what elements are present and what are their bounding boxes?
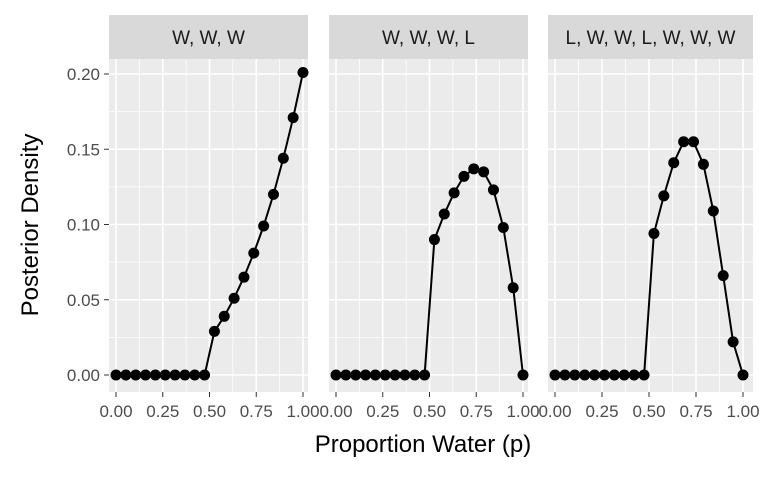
facet-strip: [329, 15, 528, 59]
data-point: [189, 369, 201, 381]
x-tick-label: 1.00: [506, 402, 539, 421]
data-point: [579, 369, 591, 381]
x-tick-label: 0.75: [240, 402, 273, 421]
data-point: [737, 369, 749, 381]
x-tick-label: 0.00: [538, 402, 571, 421]
panel-background: [109, 59, 308, 392]
data-point: [458, 170, 470, 182]
x-tick-label: 0.75: [460, 402, 493, 421]
facet-panel: L, W, W, L, W, W, W 0.00 0.25 0.50 0.75 1.00: [538, 15, 760, 421]
data-point: [149, 369, 161, 381]
data-point: [287, 112, 299, 124]
data-point: [360, 369, 372, 381]
panel-background: [329, 59, 528, 392]
data-point: [169, 369, 181, 381]
y-tick-label: 0.20: [67, 65, 100, 84]
x-tick-label: 0.75: [679, 402, 712, 421]
data-point: [297, 66, 309, 78]
x-tick-label: 0.25: [585, 402, 618, 421]
y-tick-label: 0.05: [67, 291, 100, 310]
data-point: [350, 369, 362, 381]
data-point: [598, 369, 610, 381]
x-tick-label: 0.25: [146, 402, 179, 421]
data-point: [228, 292, 240, 304]
data-point: [589, 369, 601, 381]
data-point: [238, 271, 250, 283]
data-point: [330, 369, 342, 381]
data-point: [277, 152, 289, 164]
facet-strip-label: W, W, W, L: [382, 28, 475, 49]
data-point: [688, 136, 700, 148]
data-point: [678, 136, 690, 148]
data-point: [638, 369, 650, 381]
y-tick-label: 0.15: [67, 140, 100, 159]
facet-panels: W, W, W 0.00 0.25 0.50 0.75 1.00 W, W, W, L 0.0…: [99, 15, 760, 421]
data-point: [628, 369, 640, 381]
data-point: [668, 157, 680, 169]
data-point: [608, 369, 620, 381]
data-point: [267, 188, 279, 200]
data-point: [389, 369, 401, 381]
data-point: [569, 369, 581, 381]
data-point: [409, 369, 421, 381]
data-point: [438, 208, 450, 220]
data-point: [487, 184, 499, 196]
data-point: [120, 369, 132, 381]
facet-strip-label: W, W, W: [172, 28, 245, 49]
data-point: [179, 369, 191, 381]
data-point: [707, 205, 719, 217]
data-point: [379, 369, 391, 381]
data-point: [448, 187, 460, 199]
x-tick-label: 0.50: [413, 402, 446, 421]
data-point: [648, 228, 660, 240]
facet-panel: W, W, W, L 0.00 0.25 0.50 0.75 1.00: [319, 15, 540, 421]
data-point: [468, 163, 480, 175]
y-axis-title: Posterior Density: [17, 134, 44, 317]
x-tick-label: 1.00: [726, 402, 759, 421]
data-point: [549, 369, 561, 381]
data-point: [618, 369, 630, 381]
x-axis-title: Proportion Water (p): [315, 431, 532, 458]
data-point: [258, 220, 270, 232]
data-point: [697, 158, 709, 170]
data-point: [507, 282, 519, 294]
facet-strip-label: L, W, W, L, W, W, W: [566, 28, 736, 49]
data-point: [497, 222, 509, 234]
data-point: [428, 234, 440, 246]
data-point: [658, 190, 670, 202]
data-point: [159, 369, 171, 381]
data-point: [419, 369, 431, 381]
x-tick-label: 0.00: [319, 402, 352, 421]
data-point: [717, 270, 729, 282]
data-point: [248, 247, 260, 259]
data-point: [218, 310, 230, 322]
data-point: [399, 369, 411, 381]
y-tick-label: 0.00: [67, 366, 100, 385]
data-point: [140, 369, 152, 381]
data-point: [559, 369, 571, 381]
x-tick-label: 0.50: [193, 402, 226, 421]
data-point: [340, 369, 352, 381]
x-tick-label: 0.25: [366, 402, 399, 421]
data-point: [517, 369, 529, 381]
data-point: [208, 325, 220, 337]
data-point: [110, 369, 122, 381]
y-axis: 0.00 0.05 0.10 0.15 0.20: [67, 65, 109, 385]
data-point: [478, 166, 490, 178]
facet-panel: W, W, W 0.00 0.25 0.50 0.75 1.00: [99, 15, 320, 421]
x-tick-label: 1.00: [286, 402, 319, 421]
panel-background: [548, 59, 753, 392]
data-point: [369, 369, 381, 381]
facet-strip: [548, 15, 753, 59]
data-point: [727, 336, 739, 348]
data-point: [199, 369, 211, 381]
data-point: [130, 369, 142, 381]
x-tick-label: 0.00: [99, 402, 132, 421]
y-tick-label: 0.10: [67, 216, 100, 235]
facet-strip: [109, 15, 308, 59]
x-tick-label: 0.50: [632, 402, 665, 421]
